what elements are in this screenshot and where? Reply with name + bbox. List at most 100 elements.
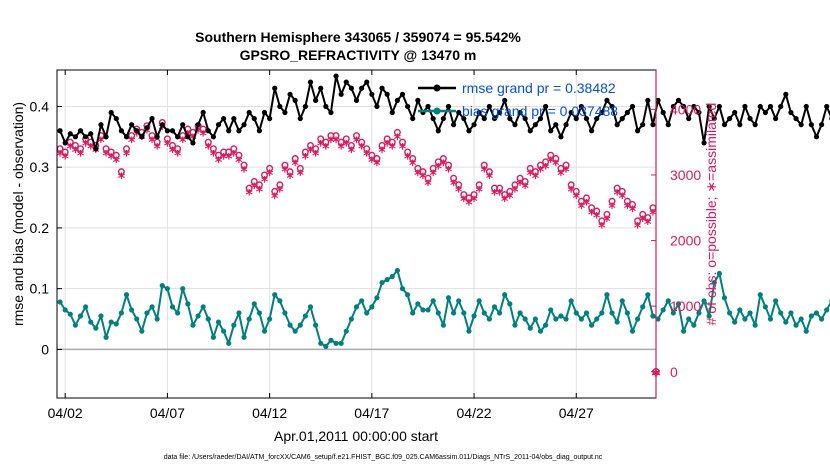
bias-point [537, 328, 544, 334]
obs-possible-point [552, 155, 560, 163]
rmse-point [451, 122, 457, 128]
rmse-point [660, 109, 666, 116]
bias-point [451, 310, 457, 316]
obs-possible-point [235, 151, 243, 159]
bias-point [543, 322, 549, 328]
bias-point [108, 319, 114, 325]
bias-point [277, 298, 283, 304]
obs-assimilated-point: * [82, 138, 90, 154]
bias-point [609, 310, 615, 316]
bias-point [343, 328, 349, 334]
x-tick-label: 04/12 [252, 405, 287, 421]
rmse-point [481, 115, 487, 122]
obs-assimilated-point: * [573, 191, 581, 207]
rmse-point [379, 85, 385, 91]
rmse-point [72, 134, 78, 140]
bias-point [772, 298, 779, 304]
rmse-point [680, 103, 687, 110]
bias-point [353, 304, 360, 310]
obs-assimilated-point: * [532, 171, 540, 187]
obs-possible-point [271, 187, 279, 195]
rmse-series [57, 73, 830, 152]
obs-assimilated-point: * [465, 197, 473, 213]
rmse-point [98, 122, 104, 128]
rmse-point [543, 103, 549, 110]
bias-point [77, 313, 84, 319]
obs-possible-point [204, 138, 212, 146]
legend-rmse-marker [433, 84, 441, 92]
bias-point [267, 316, 273, 322]
obs-assimilated-point: * [378, 145, 386, 161]
rmse-point [149, 115, 155, 122]
rmse-point [83, 134, 89, 140]
obs-assimilated-point: * [634, 220, 642, 236]
obs-assimilated-point: * [97, 135, 105, 151]
rmse-point [522, 115, 528, 122]
obs-possible-point [501, 191, 509, 199]
x-axis-ticks: 04/02 04/07 04/12 04/17 04/22 04/27 [48, 70, 594, 421]
rmse-point [297, 115, 303, 122]
legend-bias-label: bias grand pr = 0.037488 [462, 103, 618, 119]
rmse-point [762, 109, 768, 116]
obs-possible-point [291, 155, 299, 163]
rmse-point [594, 115, 600, 122]
bias-point [62, 307, 68, 313]
obs-assimilated-point: * [322, 142, 330, 158]
rmse-point [537, 115, 544, 122]
rmse-point [236, 128, 242, 134]
bias-point [742, 316, 748, 322]
rmse-point [675, 97, 682, 103]
bias-point [144, 310, 150, 316]
obs-assimilated-point: * [87, 142, 95, 158]
rmse-point [726, 115, 733, 122]
rmse-point [512, 122, 518, 128]
rmse-point [323, 103, 329, 110]
rmse-point [435, 128, 441, 134]
obs-assimilated-point: * [491, 188, 499, 204]
obs-possible-point [163, 135, 171, 143]
obs-possible-point [347, 141, 355, 149]
rmse-point [359, 85, 365, 91]
rmse-point [272, 85, 278, 91]
rmse-point [747, 115, 753, 122]
obs-possible-point [61, 148, 69, 156]
obs-assimilated-point: * [613, 188, 621, 204]
bias-point [420, 307, 426, 313]
rmse-point [752, 122, 758, 128]
rmse-point [374, 103, 380, 110]
obs-possible-point [117, 168, 125, 176]
x-tick-label: 04/22 [457, 405, 492, 421]
rmse-point [553, 122, 559, 128]
obs-possible-point [174, 145, 182, 153]
bias-point [767, 316, 774, 322]
rmse-point [721, 122, 728, 128]
rmse-point [282, 109, 288, 116]
obs-possible-point [307, 141, 315, 149]
obs-possible-point [455, 181, 463, 189]
bias-point [691, 322, 697, 328]
rmse-point [384, 91, 390, 97]
bias-point [711, 279, 717, 286]
obs-assimilated-point: * [419, 171, 427, 187]
obs-assimilated-point: * [567, 184, 575, 200]
obs-possible-point [613, 184, 621, 192]
obs-possible-point [450, 174, 458, 182]
rmse-point [410, 115, 416, 122]
rmse-point [144, 125, 150, 131]
obs-possible-point [245, 184, 253, 192]
obs-possible-point [516, 174, 524, 182]
bias-point [139, 328, 145, 334]
bias-point [675, 301, 682, 307]
obs-assimilated-point: * [164, 138, 172, 154]
rmse-point [650, 122, 656, 128]
obs-assimilated-point: * [348, 145, 356, 161]
obs-assimilated-point: * [542, 161, 550, 177]
obs-assimilated-point: * [307, 145, 315, 161]
x-tick-label: 04/27 [559, 405, 594, 421]
bias-point [241, 334, 247, 340]
bias-point [813, 310, 820, 316]
rmse-point [599, 109, 605, 116]
rmse-point [77, 128, 84, 134]
obs-assimilated-point: * [496, 188, 504, 204]
obs-assimilated-point: * [409, 158, 417, 174]
